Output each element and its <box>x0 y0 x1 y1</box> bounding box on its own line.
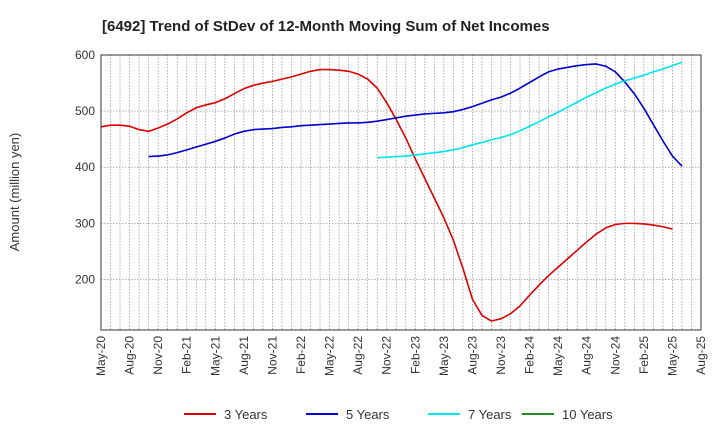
x-tick-label: Aug-22 <box>351 336 365 375</box>
x-tick-label: May-21 <box>208 336 222 376</box>
legend: 3 Years 5 Years 7 Years 10 Years <box>184 407 613 422</box>
y-tick-label: 500 <box>75 104 95 118</box>
x-tick-label: Nov-24 <box>608 336 622 375</box>
x-axis-ticks: May-20 Aug-20 Nov-20 Feb-21 May-21 Aug-21 Nov-… <box>94 336 708 376</box>
y-axis-ticks: 200 300 400 500 600 <box>75 48 95 286</box>
series-line-7-years <box>377 61 683 159</box>
x-tick-label: Feb-25 <box>637 336 651 374</box>
grid <box>101 54 701 330</box>
series-layer <box>100 61 683 322</box>
x-tick-label: May-24 <box>551 336 565 376</box>
x-tick-label: Aug-21 <box>237 336 251 375</box>
series-line-3-years <box>100 68 673 322</box>
x-tick-label: May-25 <box>665 336 679 376</box>
x-tick-label: Nov-22 <box>380 336 394 375</box>
y-tick-label: 400 <box>75 160 95 174</box>
x-tick-label: Feb-22 <box>294 336 308 374</box>
y-tick-label: 200 <box>75 272 95 286</box>
x-tick-label: Feb-21 <box>180 336 194 374</box>
legend-item-5-years: 5 Years <box>306 407 390 422</box>
chart-title: [6492] Trend of StDev of 12-Month Moving… <box>102 18 550 35</box>
legend-label: 7 Years <box>468 407 512 422</box>
x-tick-label: May-22 <box>323 336 337 376</box>
legend-label: 10 Years <box>562 407 613 422</box>
legend-item-10-years: 10 Years <box>522 407 613 422</box>
legend-item-7-years: 7 Years <box>428 407 512 422</box>
x-tick-label: Feb-24 <box>523 336 537 374</box>
y-tick-label: 300 <box>75 216 95 230</box>
x-tick-label: Nov-20 <box>151 336 165 375</box>
x-tick-label: Nov-23 <box>494 336 508 375</box>
x-tick-label: Aug-25 <box>694 336 708 375</box>
series-line-5-years <box>148 63 683 167</box>
x-tick-label: May-23 <box>437 336 451 376</box>
x-tick-label: Aug-24 <box>580 336 594 375</box>
x-tick-label: Aug-23 <box>465 336 479 375</box>
legend-item-3-years: 3 Years <box>184 407 268 422</box>
x-tick-label: May-20 <box>94 336 108 376</box>
legend-label: 5 Years <box>346 407 390 422</box>
y-tick-label: 600 <box>75 48 95 62</box>
x-tick-label: Feb-23 <box>408 336 422 374</box>
x-tick-label: Nov-21 <box>265 336 279 375</box>
plot-area <box>101 55 701 330</box>
x-tick-label: Aug-20 <box>123 336 137 375</box>
legend-label: 3 Years <box>224 407 268 422</box>
plot-frame <box>100 54 702 331</box>
y-axis-label: Amount (million yen) <box>7 133 22 252</box>
